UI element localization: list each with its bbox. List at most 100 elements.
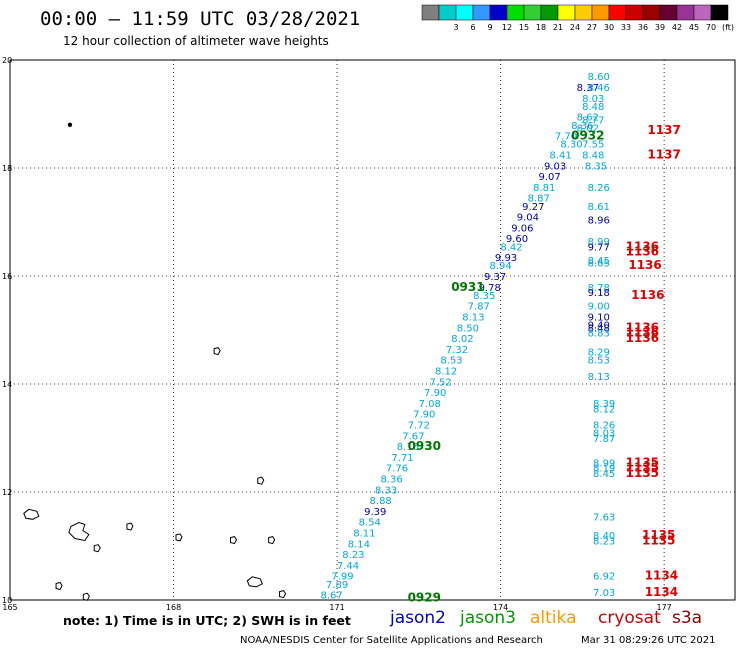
page-title: 00:00 – 11:59 UTC 03/28/2021 [40,8,361,30]
pass-time: 0929 [408,590,441,604]
swh-value: 9.37 [484,272,506,283]
colorbar-swatch [574,4,593,21]
pass-time: 1136 [626,239,659,253]
island-outline [268,536,276,545]
satellite-jason3-label: jason3 [460,608,516,628]
pass-time: 1136 [626,331,659,345]
swh-value: 8.36 [380,475,402,486]
satellite-altika-label: altika [530,608,577,628]
swh-value: 9.04 [517,213,539,224]
colorbar-label: 9 [487,23,492,32]
swh-value: 8.53 [440,356,462,367]
swh-value: 8.36 [571,121,593,132]
colorbar-label: 15 [519,23,529,32]
swh-value: 8.37 [577,83,599,94]
colorbar-label: 24 [570,23,580,32]
swh-value: 8.60 [588,72,610,83]
colorbar-swatch [506,4,525,21]
swh-value: 8.19 [593,464,615,475]
swh-value: 7.90 [424,388,446,399]
colorbar-unit: (ft) [722,23,734,32]
swh-value: 8.41 [549,151,571,162]
colorbar-label: 30 [604,23,614,32]
swh-value: 9.18 [588,288,610,299]
swh-value: 8.35 [473,291,495,302]
pass-time: 0930 [408,439,441,453]
swh-value: 9.77 [588,242,610,253]
island-outline [175,533,183,542]
pass-time: 1135 [642,534,675,548]
map-gridlines [10,60,735,600]
pass-time: 1135 [642,528,675,542]
swh-value: 8.48 [588,323,610,334]
colorbar-swatch [455,4,474,21]
swh-value: 8.30 [560,140,582,151]
map-frame [9,59,736,601]
swh-value: 7.63 [593,512,615,523]
swh-value: 7.76 [386,464,408,475]
pass-time: 1136 [628,258,661,272]
swh-value: 8.13 [462,313,484,324]
lat-tick-label: 10 [2,596,12,605]
swh-value: 7.52 [430,377,452,388]
pass-time: 1136 [631,288,664,302]
swh-value: 9.27 [522,202,544,213]
colorbar-label: 12 [502,23,512,32]
swh-value: 9.06 [511,223,533,234]
pass-time: 0932 [571,129,604,143]
island-outline [93,544,101,553]
swh-value: 8.23 [342,550,364,561]
swh-value: 8.03 [582,94,604,105]
pass-time: 1137 [647,123,680,137]
swh-value: 9.10 [588,313,610,324]
lat-tick-label: 18 [2,164,12,173]
swh-value: 9.00 [588,302,610,313]
swh-value: 8.26 [588,183,610,194]
swh-value: 8.53 [588,356,610,367]
swh-value: 9.39 [364,507,386,518]
colorbar-label: 18 [536,23,546,32]
swh-value: 8.16 [397,442,419,453]
swh-value: 8.81 [533,183,555,194]
swh-value: 8.45 [593,469,615,480]
swh-value: 8.12 [593,404,615,415]
colorbar-swatch [421,4,440,21]
swh-value: 8.12 [435,367,457,378]
swh-value: 8.48 [582,102,604,113]
swh-value: 8.61 [588,202,610,213]
swh-value: 8.02 [577,124,599,135]
colorbar-swatch [557,4,576,21]
swh-value: 8.39 [593,399,615,410]
colorbar-swatch [472,4,491,21]
island-outline [55,581,63,591]
colorbar-legend: 3 6 9 12 15 18 21 24 27 30 33 36 39 42 45 70 (ft) [421,4,734,32]
swh-value: 8.62 [577,113,599,124]
colorbar-swatch [642,4,661,21]
swh-value: 7.70 [555,132,577,143]
swh-value: 8.87 [528,194,550,205]
island-outline [82,592,90,601]
credit-text: NOAA/NESDIS Center for Satellite Applica… [240,635,543,646]
pass-time: 1137 [647,148,680,162]
swh-value: 7.03 [593,588,615,599]
colorbar-swatch [540,4,559,21]
swh-value: 8.65 [588,259,610,270]
colorbar-swatch [489,4,508,21]
swh-value: 7.44 [337,561,359,572]
timestamp-text: Mar 31 08:29:26 UTC 2021 [581,635,716,646]
swh-value: 7.55 [582,140,604,151]
pass-time: 1136 [626,245,659,259]
swh-value: 8.78 [588,283,610,294]
land-features [23,122,287,601]
swh-value: 8.33 [375,485,397,496]
swh-value: 7.32 [446,345,468,356]
swh-value: 8.29 [588,348,610,359]
island-outline [213,347,221,356]
colorbar-label: 6 [470,23,475,32]
pass-time: 1134 [645,569,678,583]
colorbar-swatch [591,4,610,21]
swh-value: 8.67 [320,591,342,602]
lon-tick-label: 165 [2,603,17,612]
lat-tick-label: 12 [2,488,12,497]
